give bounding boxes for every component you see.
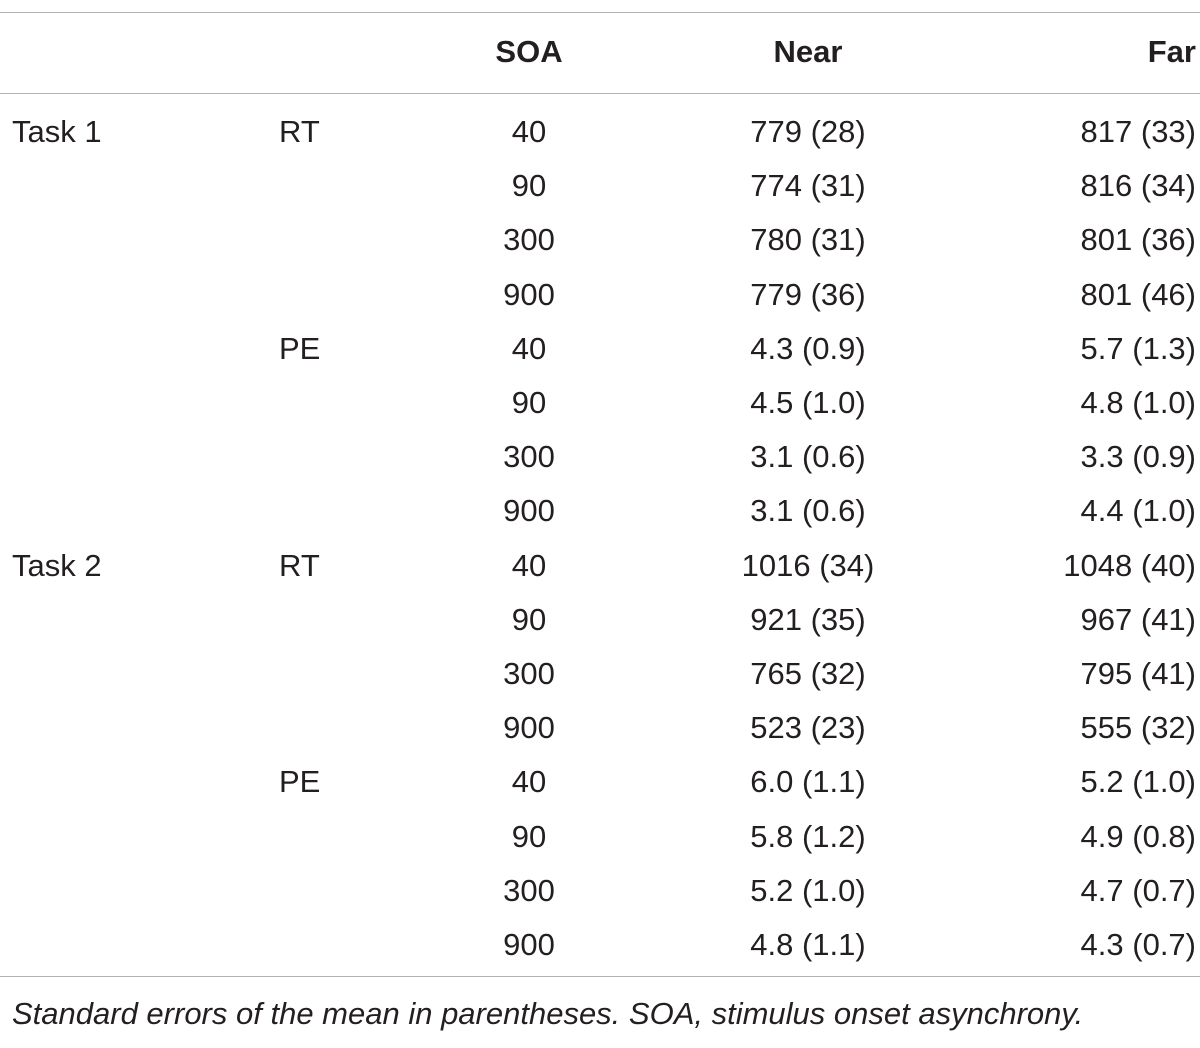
table-row: PE 40 4.3 (0.9) 5.7 (1.3) bbox=[0, 327, 1200, 381]
cell-near: 779 (36) bbox=[750, 276, 866, 312]
table-row: 300 765 (32) 795 (41) bbox=[0, 652, 1200, 706]
header-near: Near bbox=[773, 34, 843, 69]
table-row: 90 774 (31) 816 (34) bbox=[0, 164, 1200, 218]
cell-soa: 40 bbox=[511, 114, 547, 149]
cell-near: 5.8 (1.2) bbox=[750, 818, 866, 854]
cell-soa: 900 bbox=[503, 927, 555, 962]
table-row: 300 5.2 (1.0) 4.7 (0.7) bbox=[0, 869, 1200, 923]
table-row: 90 921 (35) 967 (41) bbox=[0, 598, 1200, 652]
cell-soa: 900 bbox=[503, 276, 555, 312]
cell-soa: 300 bbox=[503, 222, 555, 258]
table-row: Task 2 RT 40 1016 (34) 1048 (40) bbox=[0, 544, 1200, 598]
cell-soa: 90 bbox=[511, 601, 547, 637]
cell-task: Task 2 bbox=[12, 547, 102, 583]
table-top-rule bbox=[0, 12, 1200, 13]
cell-soa: 40 bbox=[511, 764, 547, 800]
cell-far: 5.2 (1.0) bbox=[1080, 764, 1196, 800]
table-row: 900 3.1 (0.6) 4.4 (1.0) bbox=[0, 489, 1200, 543]
cell-near: 4.8 (1.1) bbox=[750, 927, 866, 962]
cell-soa: 300 bbox=[503, 656, 555, 691]
table-row: 90 5.8 (1.2) 4.9 (0.8) bbox=[0, 815, 1200, 869]
cell-soa: 40 bbox=[511, 547, 547, 583]
table-row: 900 779 (36) 801 (46) bbox=[0, 273, 1200, 327]
table-header-row: SOA Near Far bbox=[0, 30, 1200, 74]
cell-near: 6.0 (1.1) bbox=[750, 764, 866, 800]
cell-soa: 40 bbox=[511, 330, 547, 366]
table-row: 90 4.5 (1.0) 4.8 (1.0) bbox=[0, 381, 1200, 435]
table-row: 300 3.1 (0.6) 3.3 (0.9) bbox=[0, 435, 1200, 489]
cell-near: 765 (32) bbox=[750, 656, 866, 691]
cell-near: 780 (31) bbox=[750, 222, 866, 258]
cell-measure: PE bbox=[279, 764, 321, 800]
cell-soa: 900 bbox=[503, 710, 555, 746]
cell-measure: PE bbox=[279, 330, 321, 366]
cell-far: 801 (36) bbox=[1080, 222, 1196, 258]
cell-far: 801 (46) bbox=[1080, 276, 1196, 312]
cell-far: 795 (41) bbox=[1080, 656, 1196, 691]
cell-far: 1048 (40) bbox=[1063, 547, 1196, 583]
cell-far: 4.4 (1.0) bbox=[1080, 493, 1196, 529]
cell-near: 4.3 (0.9) bbox=[750, 330, 866, 366]
table-row: Task 1 RT 40 779 (28) 817 (33) bbox=[0, 110, 1200, 164]
cell-far: 4.9 (0.8) bbox=[1080, 818, 1196, 854]
cell-far: 4.7 (0.7) bbox=[1080, 872, 1196, 908]
cell-near: 1016 (34) bbox=[741, 547, 875, 583]
cell-near: 3.1 (0.6) bbox=[750, 493, 866, 529]
cell-soa: 900 bbox=[503, 493, 555, 529]
cell-far: 555 (32) bbox=[1080, 710, 1196, 746]
cell-near: 774 (31) bbox=[750, 168, 866, 204]
cell-near: 921 (35) bbox=[750, 601, 866, 637]
header-far: Far bbox=[1147, 34, 1196, 69]
cell-far: 3.3 (0.9) bbox=[1080, 439, 1196, 475]
cell-measure: RT bbox=[279, 114, 320, 149]
cell-soa: 300 bbox=[503, 439, 555, 475]
table-row: 300 780 (31) 801 (36) bbox=[0, 218, 1200, 272]
cell-soa: 300 bbox=[503, 872, 555, 908]
cell-near: 3.1 (0.6) bbox=[750, 439, 866, 475]
cell-far: 817 (33) bbox=[1080, 114, 1196, 149]
table-row: 900 523 (23) 555 (32) bbox=[0, 706, 1200, 760]
table-bottom-rule bbox=[0, 976, 1200, 977]
cell-soa: 90 bbox=[511, 818, 547, 854]
cell-far: 816 (34) bbox=[1080, 168, 1196, 204]
cell-far: 4.8 (1.0) bbox=[1080, 385, 1196, 420]
cell-far: 4.3 (0.7) bbox=[1080, 927, 1196, 962]
cell-soa: 90 bbox=[511, 168, 547, 204]
cell-near: 5.2 (1.0) bbox=[750, 872, 866, 908]
cell-far: 967 (41) bbox=[1080, 601, 1196, 637]
table-header-rule bbox=[0, 93, 1200, 94]
cell-near: 4.5 (1.0) bbox=[750, 385, 866, 420]
cell-far: 5.7 (1.3) bbox=[1080, 330, 1196, 366]
cell-near: 523 (23) bbox=[750, 710, 866, 746]
cell-soa: 90 bbox=[511, 385, 547, 420]
table-row: 900 4.8 (1.1) 4.3 (0.7) bbox=[0, 923, 1200, 977]
table-footnote: Standard errors of the mean in parenthes… bbox=[12, 996, 1084, 1031]
header-soa: SOA bbox=[495, 34, 563, 69]
cell-measure: RT bbox=[279, 547, 320, 583]
table-row: PE 40 6.0 (1.1) 5.2 (1.0) bbox=[0, 760, 1200, 814]
cell-task: Task 1 bbox=[12, 114, 102, 149]
cell-near: 779 (28) bbox=[750, 114, 866, 149]
